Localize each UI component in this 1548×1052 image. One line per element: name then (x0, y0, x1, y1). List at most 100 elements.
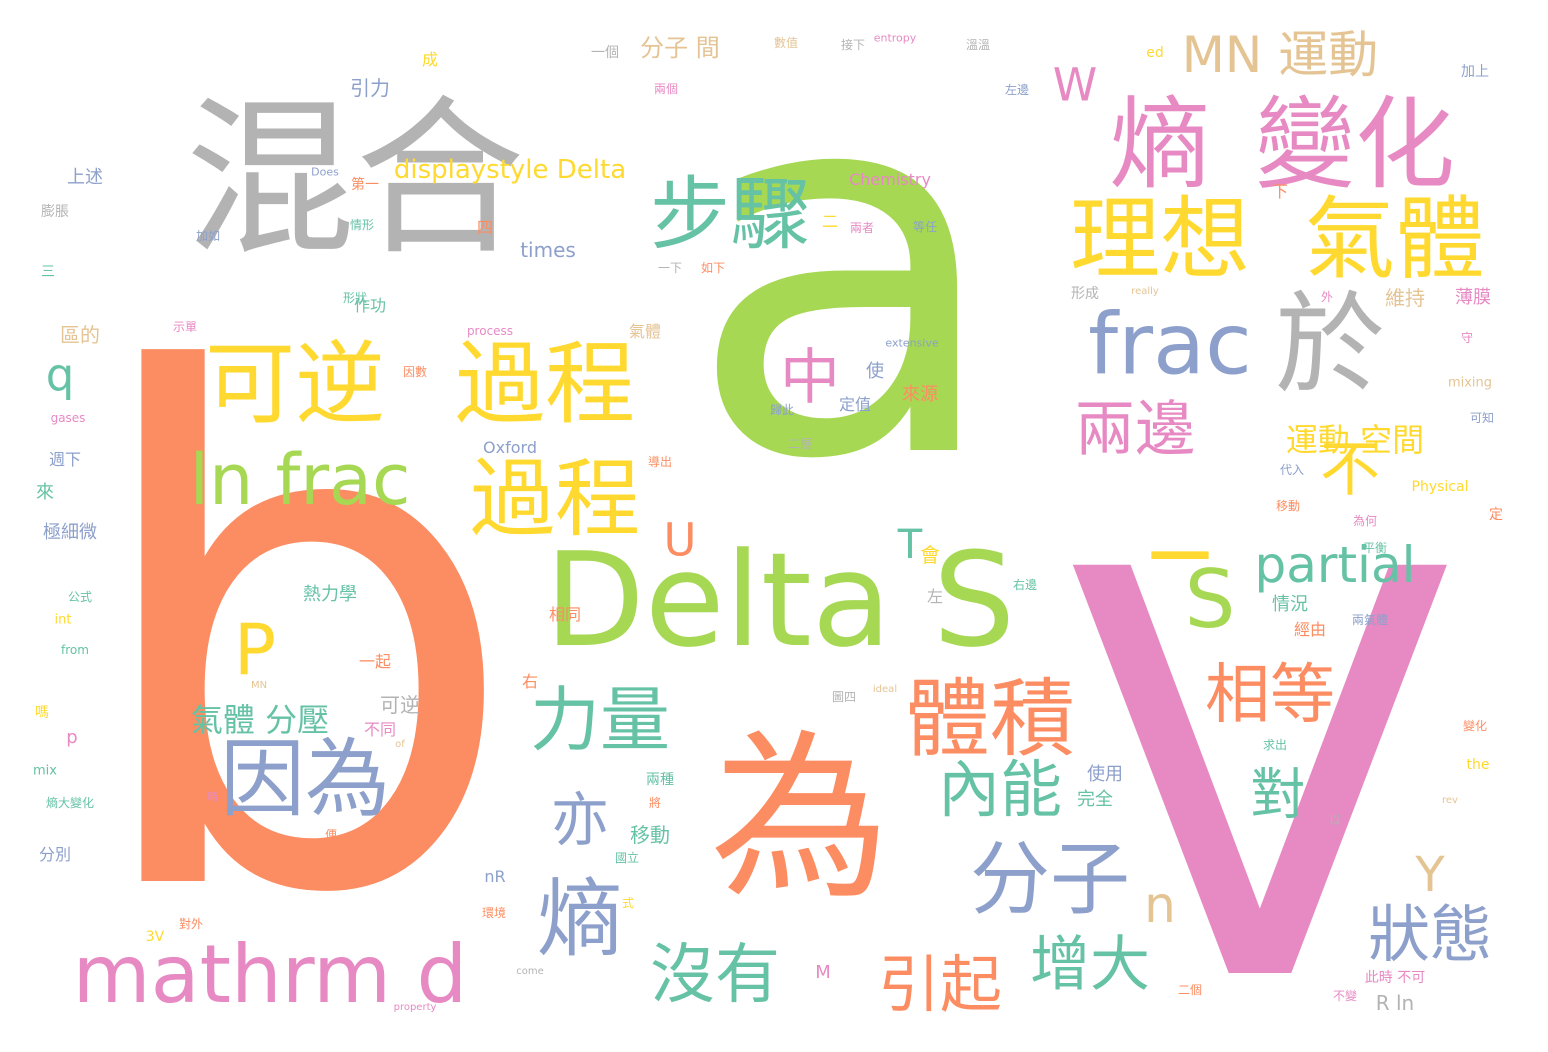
cloud-word: 示單 (172, 320, 198, 334)
cloud-word: 形狀 (342, 291, 368, 305)
cloud-word: 混合 (184, 81, 526, 279)
cloud-word: 因數 (402, 365, 428, 379)
cloud-word: V (1068, 454, 1452, 1052)
cloud-word: 完全 (1077, 789, 1113, 810)
cloud-word: 極細微 (43, 522, 97, 543)
cloud-word: Physical (1411, 479, 1469, 495)
cloud-word: 國立 (614, 851, 640, 865)
cloud-word: 嗎 (35, 705, 49, 721)
cloud-word: 時 (207, 790, 219, 804)
cloud-word: 為 (709, 715, 891, 924)
cloud-word: P (233, 609, 277, 691)
cloud-word: 分子 間 (640, 34, 720, 62)
cloud-word: 薄膜 (1455, 287, 1491, 308)
cloud-word: 平衡 (1362, 541, 1388, 555)
cloud-word: 加如 (195, 229, 221, 243)
cloud-word: 將 (648, 796, 662, 810)
cloud-word: 理想 (1070, 187, 1250, 292)
cloud-word: the (1466, 757, 1490, 773)
cloud-word: 狀態 (1367, 898, 1493, 971)
cloud-word: extensive (885, 336, 939, 350)
cloud-word: b (77, 232, 523, 1047)
cloud-word: 右邊 (1012, 578, 1038, 592)
cloud-word: 第一 (351, 177, 379, 193)
cloud-word: rev (1442, 795, 1458, 806)
cloud-word: W (1052, 58, 1098, 112)
cloud-word: 一下 (657, 261, 683, 275)
cloud-word: come (516, 966, 544, 977)
cloud-word: 兩種 (646, 772, 674, 788)
cloud-word: 會 (920, 543, 940, 567)
cloud-word: 成 (421, 50, 439, 69)
cloud-word: 熵 (1110, 86, 1210, 203)
cloud-word: 以 (1328, 813, 1342, 827)
cloud-word: 便 (324, 828, 338, 842)
cloud-word: gases (50, 411, 86, 425)
cloud-word: Y (1415, 847, 1445, 903)
cloud-word: 膨脹 (41, 204, 69, 220)
cloud-word: 一個 (591, 45, 619, 61)
cloud-word: 四 (476, 218, 494, 237)
cloud-word: ln frac (189, 439, 411, 521)
cloud-word: 引起 (877, 948, 1003, 1021)
cloud-word: 週下 (48, 450, 82, 469)
cloud-word: 使 (866, 361, 884, 382)
cloud-word: of (395, 739, 405, 750)
cloud-word: 可逆 (380, 693, 420, 717)
cloud-word: 情況 (1272, 594, 1308, 615)
cloud-word: 力量 (530, 679, 670, 761)
cloud-word: 熱力學 (303, 584, 357, 605)
cloud-word: 代入 (1279, 463, 1305, 477)
cloud-word: displaystyle Delta (393, 155, 627, 185)
cloud-word: 3V (145, 929, 165, 945)
cloud-word: 體積 (904, 670, 1076, 770)
cloud-word: Chemistry (849, 170, 931, 189)
cloud-word: 使用 (1087, 764, 1123, 785)
cloud-word: 左 (926, 587, 944, 606)
cloud-word: 於 (1275, 281, 1385, 409)
cloud-word: 分子 (970, 833, 1130, 926)
cloud-word: p (66, 727, 78, 748)
cloud-word: 定 (1489, 507, 1503, 523)
cloud-word: 二層 (787, 437, 813, 451)
cloud-word: 分別 (38, 845, 72, 864)
cloud-word: 作功 (353, 296, 387, 315)
cloud-word: 兩氣體 (1351, 613, 1389, 627)
cloud-word: U (663, 513, 697, 567)
cloud-word: 式 (621, 896, 635, 910)
cloud-word: 變化 (1462, 719, 1488, 733)
cloud-word: 不 (1320, 435, 1380, 505)
cloud-word: 公式 (67, 590, 93, 604)
cloud-word: 沒有 (649, 937, 781, 1013)
cloud-word: 維持 (1385, 286, 1425, 310)
cloud-word: n (1144, 876, 1176, 934)
cloud-word: 對 (1250, 762, 1306, 827)
cloud-word: 氣體 分壓 (190, 701, 330, 739)
cloud-word: T (897, 522, 923, 568)
cloud-word: 來源 (902, 384, 938, 405)
cloud-word: 左邊 (1004, 83, 1030, 97)
cloud-word: 導出 (647, 455, 673, 469)
cloud-word: 溫溫 (965, 38, 991, 52)
cloud-word: 來 (36, 482, 54, 503)
cloud-word: ideal (872, 684, 898, 695)
cloud-word: nR (484, 867, 506, 886)
cloud-word: 步驟 (650, 168, 810, 261)
cloud-word: mixing (1447, 375, 1493, 391)
cloud-word: 不變 (1332, 989, 1358, 1003)
cloud-word: 下 (1271, 182, 1289, 201)
cloud-word: 相同 (548, 605, 582, 624)
cloud-word: 內能 (937, 753, 1063, 826)
cloud-word: 圖四 (831, 690, 857, 704)
cloud-word: 環境 (481, 906, 507, 920)
cloud-word: property (393, 1002, 437, 1013)
cloud-word: 等任 (912, 220, 938, 234)
cloud-word: from (61, 643, 89, 657)
cloud-word: M (815, 962, 831, 983)
cloud-word: 三 (41, 264, 55, 280)
cloud-word: 相等 (1204, 657, 1336, 733)
cloud-word: 一起 (358, 652, 392, 671)
cloud-word: 兩個 (653, 82, 679, 96)
cloud-word: 為何 (1352, 514, 1378, 528)
